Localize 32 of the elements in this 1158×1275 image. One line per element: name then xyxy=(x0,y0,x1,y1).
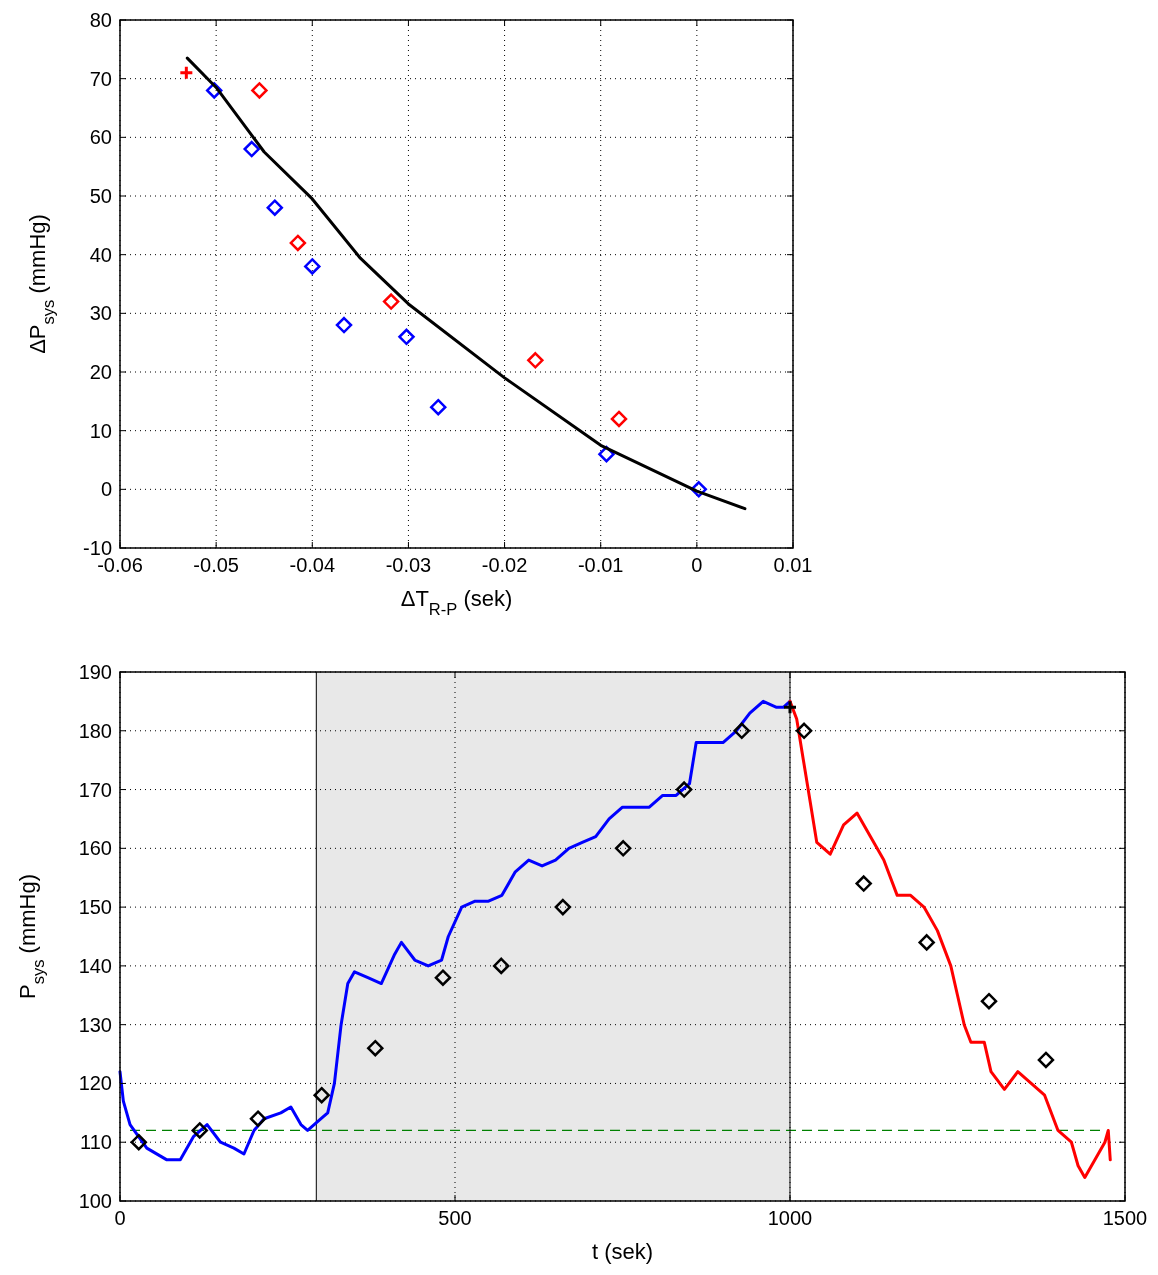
x-tick-label: -0.02 xyxy=(481,554,528,576)
x-tick-label: 1500 xyxy=(1102,1207,1148,1229)
y-tick-label: 160 xyxy=(78,837,112,860)
x-tick-label: 0 xyxy=(114,1207,126,1229)
y-tick-label: 140 xyxy=(78,954,112,977)
y-tick-label: 190 xyxy=(78,661,112,683)
y-tick-label: 20 xyxy=(89,361,112,383)
y-tick-label: 30 xyxy=(89,302,112,325)
y-tick-label: 70 xyxy=(89,67,112,90)
x-tick-label: -0.01 xyxy=(577,554,624,576)
y-tick-label: 150 xyxy=(78,896,112,919)
y-tick-label: 40 xyxy=(89,243,112,266)
y-tick-label: 120 xyxy=(78,1072,112,1095)
x-tick-label: 0 xyxy=(691,554,703,576)
y-tick-label: 180 xyxy=(78,719,112,742)
x-tick-label: 500 xyxy=(438,1207,472,1229)
y-tick-label: 130 xyxy=(78,1013,112,1036)
x-axis-title: t (sek) xyxy=(591,1239,654,1264)
y-tick-label: 0 xyxy=(100,478,112,501)
y-tick-label: 10 xyxy=(89,419,112,442)
x-tick-label: 1000 xyxy=(767,1207,813,1229)
y-tick-label: 170 xyxy=(78,778,112,801)
x-tick-label: -0.03 xyxy=(385,554,432,576)
y-tick-label: 50 xyxy=(89,185,112,207)
x-tick-label: -0.05 xyxy=(193,554,239,576)
x-axis-title: ΔT$_{R-P}$ (sek) xyxy=(400,586,513,618)
y-tick-label: 60 xyxy=(89,126,112,149)
y-tick-label: 80 xyxy=(89,9,112,31)
x-tick-label: -0.04 xyxy=(289,554,336,576)
x-tick-label: 0.01 xyxy=(773,554,813,576)
y-tick-label: 100 xyxy=(78,1190,112,1212)
y-tick-label: 110 xyxy=(80,1131,112,1154)
